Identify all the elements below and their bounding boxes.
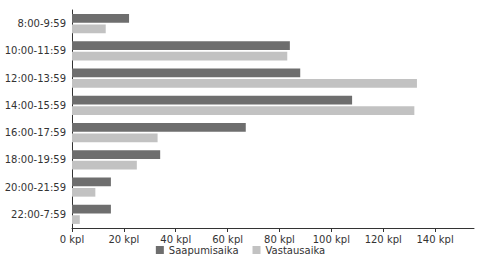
svg-text:22:00-7:59: 22:00-7:59 xyxy=(11,209,66,220)
svg-text:140 kpl: 140 kpl xyxy=(417,234,454,245)
svg-text:40 kpl: 40 kpl xyxy=(160,234,191,245)
svg-text:16:00-17:59: 16:00-17:59 xyxy=(5,127,66,138)
svg-text:20 kpl: 20 kpl xyxy=(108,234,139,245)
svg-text:20:00-21:59: 20:00-21:59 xyxy=(5,182,66,193)
svg-text:Vastausaika: Vastausaika xyxy=(266,245,326,256)
svg-text:12:00-13:59: 12:00-13:59 xyxy=(5,73,66,84)
svg-text:Saapumisaika: Saapumisaika xyxy=(169,245,239,256)
svg-text:0 kpl: 0 kpl xyxy=(60,234,84,245)
svg-text:14:00-15:59: 14:00-15:59 xyxy=(5,100,66,111)
svg-text:10:00-11:59: 10:00-11:59 xyxy=(5,45,66,56)
svg-text:8:00-9:59: 8:00-9:59 xyxy=(17,18,66,29)
svg-text:100 kpl: 100 kpl xyxy=(313,234,350,245)
svg-text:120 kpl: 120 kpl xyxy=(365,234,402,245)
svg-text:60 kpl: 60 kpl xyxy=(212,234,243,245)
svg-text:80 kpl: 80 kpl xyxy=(264,234,295,245)
svg-text:18:00-19:59: 18:00-19:59 xyxy=(5,154,66,165)
